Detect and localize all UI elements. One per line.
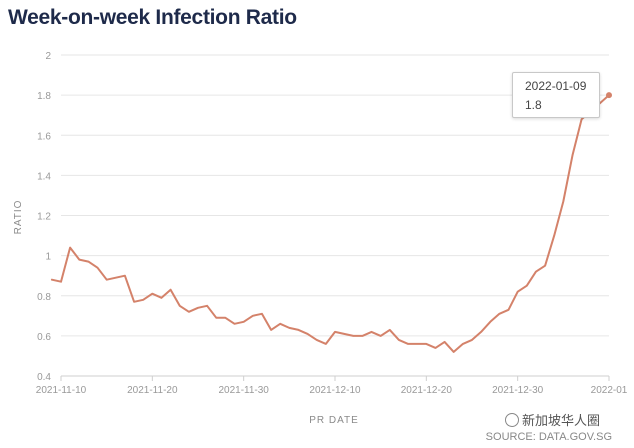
y-tick-label: 1.6	[37, 131, 51, 142]
tooltip-date: 2022-01-09	[525, 79, 587, 93]
chart-title: Week-on-week Infection Ratio	[8, 6, 297, 29]
x-tick-label: 2021-11-30	[218, 385, 269, 396]
series-group	[50, 92, 612, 353]
x-tick-label: 2022-01	[591, 385, 628, 396]
y-axis-ticks: 0.4 0.6 0.8 1 1.2 1.4 1.6 1.8 2	[37, 51, 51, 383]
x-tick-label: 2021-11-10	[36, 385, 87, 396]
y-tick-label: 0.4	[37, 372, 51, 383]
series-line	[50, 94, 610, 353]
x-tick-label: 2021-12-10	[309, 385, 361, 396]
y-tick-label: 1.8	[37, 91, 51, 102]
y-tick-label: 1.2	[37, 212, 51, 223]
y-tick-label: 1.4	[37, 171, 51, 182]
y-tick-label: 2	[45, 51, 51, 62]
y-axis-label: RATIO	[13, 200, 24, 235]
x-tick-label: 2021-12-30	[492, 385, 544, 396]
x-tick-label: 2021-11-20	[127, 385, 178, 396]
watermark: 新加坡华人圈	[505, 410, 600, 429]
highlighted-point	[606, 92, 612, 99]
watermark-text: 新加坡华人圈	[522, 413, 601, 428]
tooltip: 2022-01-09 1.8	[512, 72, 600, 118]
y-tick-label: 0.8	[37, 292, 51, 303]
x-axis: 2021-11-10 2021-11-20 2021-11-30 2021-12-10…	[36, 375, 628, 396]
x-tick-label: 2021-12-20	[401, 385, 453, 396]
x-axis-label: PR DATE	[309, 415, 359, 426]
y-tick-label: 0.6	[37, 332, 51, 343]
wechat-icon	[505, 413, 519, 427]
source-note: SOURCE: DATA.GOV.SG	[485, 431, 612, 443]
y-tick-label: 1	[45, 252, 51, 263]
tooltip-value: 1.8	[525, 98, 542, 112]
